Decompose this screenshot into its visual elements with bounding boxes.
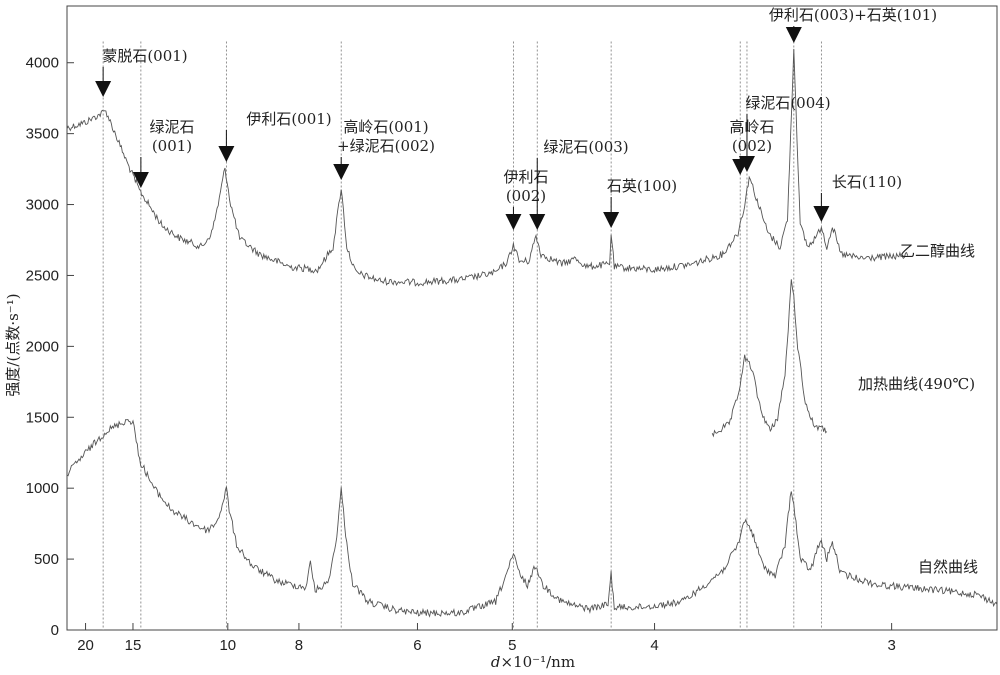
x-axis-label-unit: ×10⁻¹/nm [501,653,576,671]
series-group [66,48,998,618]
x-tick-label: 20 [77,637,94,654]
x-tick-label: 15 [125,637,142,654]
x-tick-label: 6 [413,637,421,654]
peak-annotation-label: 绿泥石(003) [543,138,628,156]
peak-annotation-label: 高岭石(001) [343,118,428,136]
peak-arrow-icon [95,81,112,97]
x-tick-label: 4 [650,637,658,654]
x-tick-label: 8 [295,637,303,654]
peak-annotation-label: +绿泥石(002) [337,137,435,155]
y-tick-label: 4000 [26,55,59,72]
peak-annotation-label: (002) [506,187,546,205]
peak-annotation-label: 伊利石(003)+石英(101) [769,6,937,24]
peak-arrow-icon [813,206,830,222]
y-tick-label: 0 [51,622,59,639]
x-axis-label: d×10⁻¹/nm [491,653,575,671]
peak-annotation-label: 石英(100) [607,177,677,195]
y-tick-label: 500 [34,551,59,568]
curve-label: 加热曲线(490℃) [858,375,975,393]
peak-annotation-label: (002) [732,137,772,155]
guide-lines [102,41,822,630]
y-axis-label: 强度/(点数·s⁻¹) [4,293,22,396]
axes: 0 500 1000 1500 2000 2500 3000 3500 4000 20 15 10 8 6… [26,5,998,654]
peak-arrow-icon [785,27,802,43]
peak-arrow-icon [505,214,522,230]
plot-frame [66,5,998,631]
peak-arrow-icon [132,172,149,188]
peak-annotation-label: 绿泥石 [149,118,194,136]
x-tick-label: 3 [887,637,895,654]
curve-label: 乙二醇曲线 [900,242,975,260]
peak-arrow-icon [603,212,620,228]
natural-curve [66,418,998,618]
x-tick-label: 10 [219,637,236,654]
x-tick-label: 5 [508,637,516,654]
annotations: 蒙脱石(001) 绿泥石(001) 伊利石(001) 高岭石(001)+绿泥石(002… [95,6,937,230]
y-tick-label: 2500 [26,267,59,284]
peak-annotation-label: 伊利石(001) [246,110,331,128]
peak-arrow-icon [529,214,546,230]
peak-annotation-label: 长石(110) [832,173,902,191]
peak-annotation-label: 伊利石 [503,168,548,186]
peak-arrow-icon [333,164,350,180]
y-tick-label: 3000 [26,197,59,214]
y-tick-label: 2000 [26,338,59,355]
heated-curve [711,279,828,438]
y-tick-label: 1500 [26,409,59,426]
y-tick-label: 1000 [26,480,59,497]
peak-annotation-label: 高岭石 [729,118,774,136]
peak-annotation-label: (001) [152,137,192,155]
peak-annotation-label: 蒙脱石(001) [102,47,187,65]
x-axis-label-d: d [491,653,501,671]
peak-arrow-icon [218,146,235,162]
ethylene-glycol-curve [66,48,909,287]
peak-arrow-icon [738,156,755,172]
y-tick-label: 3500 [26,126,59,143]
peak-annotation-label: 绿泥石(004) [745,94,830,112]
curve-label: 自然曲线 [918,558,978,576]
